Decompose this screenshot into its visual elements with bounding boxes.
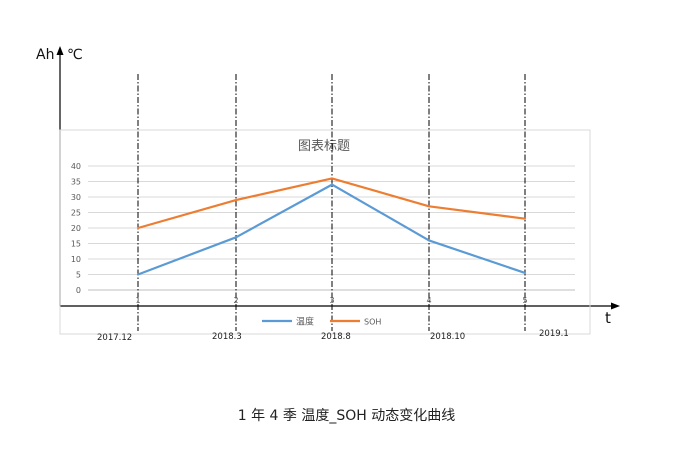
x-tick-label: 5 — [522, 296, 527, 305]
y-tick-label: 30 — [71, 193, 81, 202]
x-tick-label: 3 — [329, 296, 334, 305]
legend-label-temp: 温度 — [296, 316, 314, 328]
figure-caption: 1 年 4 季 温度_SOH 动态变化曲线 — [237, 408, 456, 424]
y-tick-labels: 0 5 10 15 20 25 30 35 40 — [71, 162, 81, 295]
legend-label-soh: SOH — [364, 318, 381, 327]
date-label: 2019.1 — [539, 329, 569, 339]
date-label: 2017.12 — [97, 333, 133, 343]
y-tick-label: 0 — [76, 286, 81, 295]
outer-y-axis-arrow — [56, 46, 64, 55]
y-unit-right: ℃ — [67, 47, 83, 63]
outer-x-axis-arrow — [611, 302, 620, 310]
y-tick-label: 5 — [76, 271, 81, 280]
date-label: 2018.3 — [212, 332, 242, 342]
x-tick-label: 4 — [426, 296, 431, 305]
y-tick-label: 20 — [71, 224, 81, 233]
y-tick-label: 35 — [71, 178, 81, 187]
x-tick-labels: 1 2 3 4 5 — [135, 296, 527, 305]
y-tick-label: 40 — [71, 162, 81, 171]
y-tick-label: 25 — [71, 209, 81, 218]
y-unit-left: Ah — [36, 47, 55, 63]
y-tick-label: 15 — [71, 240, 81, 249]
y-tick-label: 10 — [71, 255, 81, 264]
legend: 温度 SOH — [262, 316, 381, 328]
dashed-markers — [137, 74, 526, 331]
series-lines — [136, 177, 527, 276]
chart-title: 图表标题 — [298, 139, 350, 154]
date-label: 2018.8 — [321, 332, 351, 342]
x-axis-label: t — [605, 309, 611, 327]
x-tick-label: 1 — [135, 296, 140, 305]
plot-frame — [59, 129, 591, 335]
x-tick-label: 2 — [233, 296, 238, 305]
date-label: 2018.10 — [430, 332, 466, 342]
